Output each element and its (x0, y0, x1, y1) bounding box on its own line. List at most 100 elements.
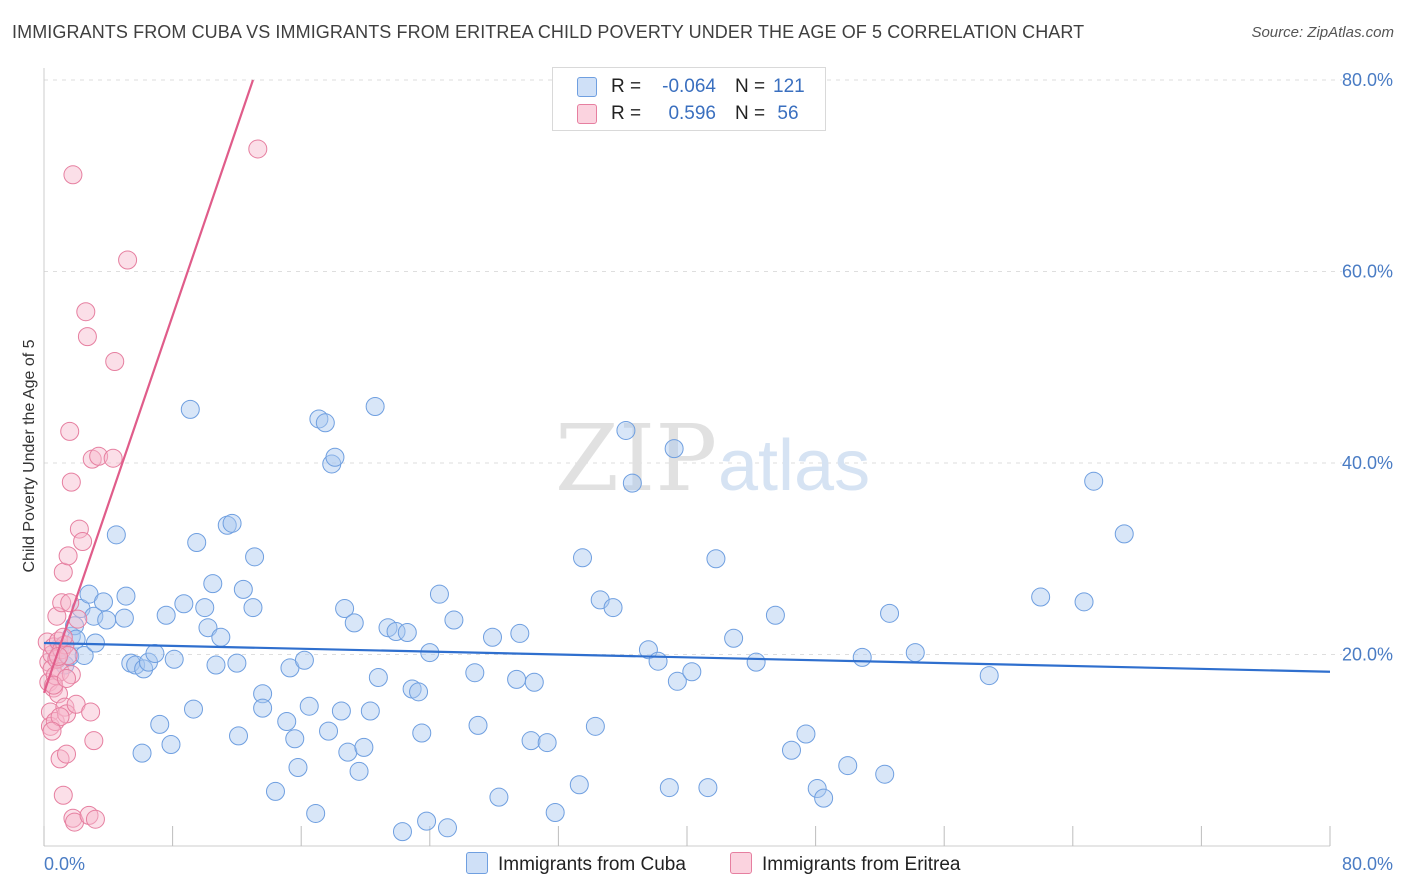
cuba-point-118 (1074, 592, 1094, 612)
eritrea-point-44 (85, 809, 105, 829)
cuba-point-74 (417, 811, 437, 831)
cuba-point-103 (706, 549, 726, 569)
eritrea-point-36 (69, 519, 89, 539)
cuba-point-91 (585, 716, 605, 736)
cuba-point-51 (299, 696, 319, 716)
cuba-point-110 (814, 788, 834, 808)
cuba-point-41 (243, 598, 263, 618)
legend-swatch-eritrea (577, 104, 597, 124)
cuba-point-89 (569, 775, 589, 795)
cuba-point-76 (429, 584, 449, 604)
eritrea-point-25 (58, 546, 78, 566)
cuba-point-79 (465, 663, 485, 683)
source-label: Source: ZipAtlas.com (1251, 24, 1394, 41)
cuba-point-24 (156, 605, 176, 625)
legend-n-value: 56 (777, 103, 799, 124)
cuba-point-15 (114, 608, 134, 628)
series-cuba-points (47, 397, 1134, 842)
cuba-point-37 (222, 513, 242, 533)
cuba-point-119 (1084, 471, 1104, 491)
y-axis-label: Child Poverty Under the Age of 5 (21, 339, 38, 572)
cuba-point-39 (229, 726, 249, 746)
cuba-point-38 (227, 653, 247, 673)
legend-r-label: R = (611, 76, 642, 97)
eritrea-point-47 (105, 352, 125, 372)
bottom-legend-cuba-label: Immigrants from Cuba (498, 854, 686, 875)
bottom-legend-swatch-eritrea (730, 852, 752, 874)
cuba-point-59 (335, 599, 355, 619)
eritrea-point-21 (55, 697, 75, 717)
cuba-point-14 (106, 525, 126, 545)
cuba-point-65 (365, 397, 385, 417)
cuba-point-55 (319, 721, 339, 741)
cuba-point-28 (180, 399, 200, 419)
y-tick-label-0: 20.0% (1342, 645, 1393, 665)
cuba-point-100 (667, 671, 687, 691)
bottom-legend-swatch-cuba (466, 852, 488, 874)
cuba-point-46 (277, 712, 297, 732)
eritrea-point-28 (60, 421, 80, 441)
cuba-point-64 (360, 701, 380, 721)
cuba-point-111 (838, 756, 858, 776)
cuba-point-78 (444, 610, 464, 630)
cuba-point-29 (183, 699, 203, 719)
x-tick-label-0: 0.0% (44, 854, 85, 874)
cuba-point-84 (510, 623, 530, 643)
grid-lines (44, 79, 1342, 655)
x-tick-label-1: 80.0% (1342, 854, 1393, 874)
cuba-point-44 (253, 698, 273, 718)
eritrea-point-54 (42, 721, 62, 741)
eritrea-point-20 (53, 562, 73, 582)
y-tick-label-3: 80.0% (1342, 70, 1393, 90)
cuba-point-45 (265, 781, 285, 801)
cuba-point-35 (211, 627, 231, 647)
cuba-point-93 (603, 598, 623, 618)
legend-swatch-cuba (577, 77, 597, 97)
cuba-point-82 (489, 787, 509, 807)
legend-n-value: 121 (773, 76, 805, 97)
trend-lines (42, 79, 1331, 694)
legend-r-label: R = (611, 103, 642, 124)
eritrea-point-55 (57, 668, 77, 688)
cuba-point-13 (97, 610, 117, 630)
cuba-point-98 (659, 778, 679, 798)
cuba-point-54 (315, 413, 335, 433)
cuba-point-102 (698, 778, 718, 798)
cuba-point-77 (437, 818, 457, 838)
bottom-legend: Immigrants from Cuba Immigrants from Eri… (0, 852, 1406, 878)
cuba-point-20 (134, 659, 154, 679)
eritrea-point-41 (81, 702, 101, 722)
cuba-point-97 (648, 651, 668, 671)
eritrea-trend-line (42, 79, 255, 694)
cuba-point-108 (796, 724, 816, 744)
cuba-point-95 (622, 473, 642, 493)
cuba-point-19 (132, 743, 152, 763)
cuba-point-83 (507, 669, 527, 689)
cuba-point-72 (409, 682, 429, 702)
cuba-point-120 (1114, 524, 1134, 544)
eritrea-point-17 (52, 593, 72, 613)
cuba-point-85 (521, 731, 541, 751)
cuba-point-50 (294, 650, 314, 670)
cuba-point-22 (145, 644, 165, 664)
cuba-point-105 (746, 652, 766, 672)
eritrea-point-31 (63, 165, 83, 185)
cuba-point-69 (392, 822, 412, 842)
eritrea-point-39 (77, 327, 97, 347)
cuba-point-94 (616, 420, 636, 440)
legend: R = -0.064 N = 121 R = 0.596 N = 56 (552, 67, 826, 131)
cuba-point-16 (116, 586, 136, 606)
eritrea-point-46 (103, 448, 123, 468)
cuba-point-81 (482, 627, 502, 647)
bottom-legend-eritrea-label: Immigrants from Eritrea (762, 854, 961, 875)
cuba-point-80 (468, 715, 488, 735)
watermark-zip: ZIP (555, 405, 717, 512)
cuba-point-25 (161, 735, 181, 755)
cuba-point-104 (724, 628, 744, 648)
cuba-point-66 (368, 667, 388, 687)
cuba-point-34 (206, 655, 226, 675)
cuba-point-60 (338, 742, 358, 762)
eritrea-point-48 (118, 250, 138, 270)
cuba-point-116 (979, 666, 999, 686)
bottom-legend-cuba: Immigrants from Cuba (466, 852, 686, 876)
